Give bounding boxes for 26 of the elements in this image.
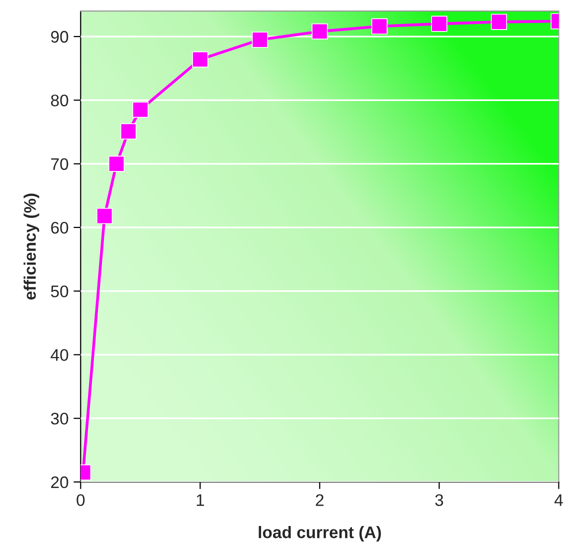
y-tick-label: 50: [50, 285, 68, 298]
y-tick-label: 90: [51, 30, 68, 43]
y-tick-label: 80: [51, 94, 68, 106]
y-axis-title: efficiency (%): [24, 194, 40, 300]
x-tick-label: 2: [316, 494, 324, 506]
y-tick-label: 40: [50, 349, 68, 361]
point: [371, 18, 388, 34]
point: [312, 23, 328, 40]
point: [120, 123, 137, 140]
y-tick-label: 30: [50, 412, 68, 425]
x-tick-label: 3: [435, 494, 444, 506]
x-tick-label: 1: [196, 494, 204, 506]
line-series: [80, 13, 559, 480]
point: [192, 51, 208, 68]
x-tick-label: 0: [76, 494, 85, 506]
point: [132, 102, 148, 118]
y-tick-label: 70: [51, 158, 68, 170]
point: [108, 156, 125, 172]
x-tick-label: 4: [554, 494, 563, 506]
point: [490, 14, 508, 30]
point: [252, 32, 268, 48]
y-tick-label: 60: [51, 222, 68, 234]
y-tick-label: 20: [51, 476, 68, 488]
x-axis-title: load current (A): [258, 526, 381, 542]
point: [431, 16, 448, 32]
point: [96, 208, 113, 224]
